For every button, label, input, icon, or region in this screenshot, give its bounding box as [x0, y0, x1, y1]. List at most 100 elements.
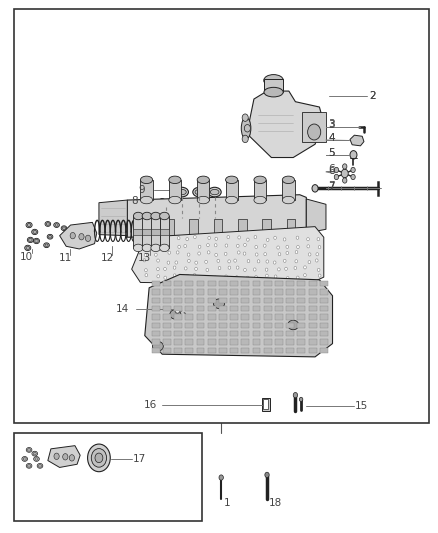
- Circle shape: [54, 453, 59, 459]
- Bar: [163, 306, 171, 311]
- Ellipse shape: [46, 223, 49, 225]
- Circle shape: [286, 277, 289, 280]
- Circle shape: [318, 246, 321, 249]
- Bar: [197, 297, 205, 303]
- Bar: [241, 306, 249, 311]
- Text: 17: 17: [133, 454, 146, 464]
- Circle shape: [63, 454, 68, 460]
- Ellipse shape: [34, 457, 39, 462]
- Circle shape: [145, 246, 147, 249]
- Circle shape: [334, 174, 339, 180]
- Bar: [14, 9, 428, 423]
- Ellipse shape: [33, 230, 36, 233]
- Ellipse shape: [54, 223, 60, 228]
- Bar: [264, 281, 272, 286]
- Bar: [297, 314, 305, 320]
- Bar: [208, 306, 215, 311]
- Ellipse shape: [288, 320, 299, 330]
- Ellipse shape: [169, 196, 181, 204]
- Bar: [286, 306, 294, 311]
- Bar: [264, 340, 272, 345]
- Bar: [197, 348, 205, 353]
- Circle shape: [156, 244, 159, 247]
- Circle shape: [168, 251, 170, 254]
- Bar: [286, 297, 294, 303]
- Text: 3: 3: [328, 119, 335, 129]
- Bar: [287, 219, 295, 235]
- Circle shape: [312, 184, 318, 192]
- Circle shape: [219, 475, 223, 480]
- Circle shape: [195, 267, 198, 270]
- Bar: [283, 180, 294, 200]
- Circle shape: [247, 238, 249, 241]
- Bar: [275, 306, 283, 311]
- Bar: [241, 348, 249, 353]
- Circle shape: [295, 260, 297, 263]
- Circle shape: [227, 236, 230, 239]
- Polygon shape: [60, 222, 97, 249]
- Text: 3: 3: [328, 119, 335, 130]
- Circle shape: [296, 236, 299, 239]
- Bar: [185, 297, 193, 303]
- Polygon shape: [306, 199, 326, 233]
- Circle shape: [308, 261, 311, 264]
- Bar: [230, 348, 238, 353]
- Circle shape: [143, 259, 146, 262]
- Circle shape: [214, 276, 217, 279]
- Ellipse shape: [208, 187, 221, 197]
- Circle shape: [343, 164, 347, 169]
- Bar: [230, 322, 238, 328]
- Bar: [320, 340, 328, 345]
- Circle shape: [208, 276, 210, 279]
- Ellipse shape: [91, 449, 106, 467]
- Circle shape: [304, 273, 306, 277]
- Ellipse shape: [27, 223, 31, 227]
- Text: 4: 4: [328, 133, 335, 143]
- Circle shape: [242, 114, 248, 122]
- Ellipse shape: [45, 222, 51, 227]
- Circle shape: [316, 253, 318, 256]
- Ellipse shape: [226, 176, 238, 183]
- Bar: [197, 322, 205, 328]
- Bar: [297, 289, 305, 295]
- Bar: [275, 289, 283, 295]
- Bar: [253, 322, 261, 328]
- Bar: [309, 306, 317, 311]
- Text: 13: 13: [138, 253, 152, 263]
- Circle shape: [244, 268, 246, 271]
- Bar: [275, 340, 283, 345]
- Bar: [264, 314, 272, 320]
- Bar: [174, 281, 182, 286]
- Bar: [241, 297, 249, 303]
- Circle shape: [286, 252, 289, 255]
- Ellipse shape: [307, 124, 321, 140]
- Circle shape: [242, 135, 248, 143]
- Bar: [320, 289, 328, 295]
- Ellipse shape: [151, 244, 160, 252]
- Bar: [174, 322, 182, 328]
- Bar: [264, 331, 272, 336]
- Bar: [152, 340, 159, 345]
- Circle shape: [164, 236, 167, 239]
- Ellipse shape: [27, 237, 33, 243]
- Bar: [174, 331, 182, 336]
- Circle shape: [299, 397, 303, 401]
- Circle shape: [207, 244, 209, 247]
- Polygon shape: [99, 200, 127, 236]
- Bar: [208, 331, 215, 336]
- Bar: [197, 289, 205, 295]
- Circle shape: [254, 268, 256, 271]
- Circle shape: [254, 236, 257, 239]
- Ellipse shape: [88, 444, 110, 472]
- Text: 5: 5: [328, 148, 335, 158]
- Bar: [320, 331, 328, 336]
- Text: 5: 5: [328, 148, 335, 158]
- Bar: [253, 340, 261, 345]
- Bar: [286, 340, 294, 345]
- Bar: [241, 289, 249, 295]
- Bar: [297, 297, 305, 303]
- Bar: [320, 348, 328, 353]
- Bar: [174, 289, 182, 295]
- Bar: [309, 314, 317, 320]
- Ellipse shape: [159, 244, 169, 252]
